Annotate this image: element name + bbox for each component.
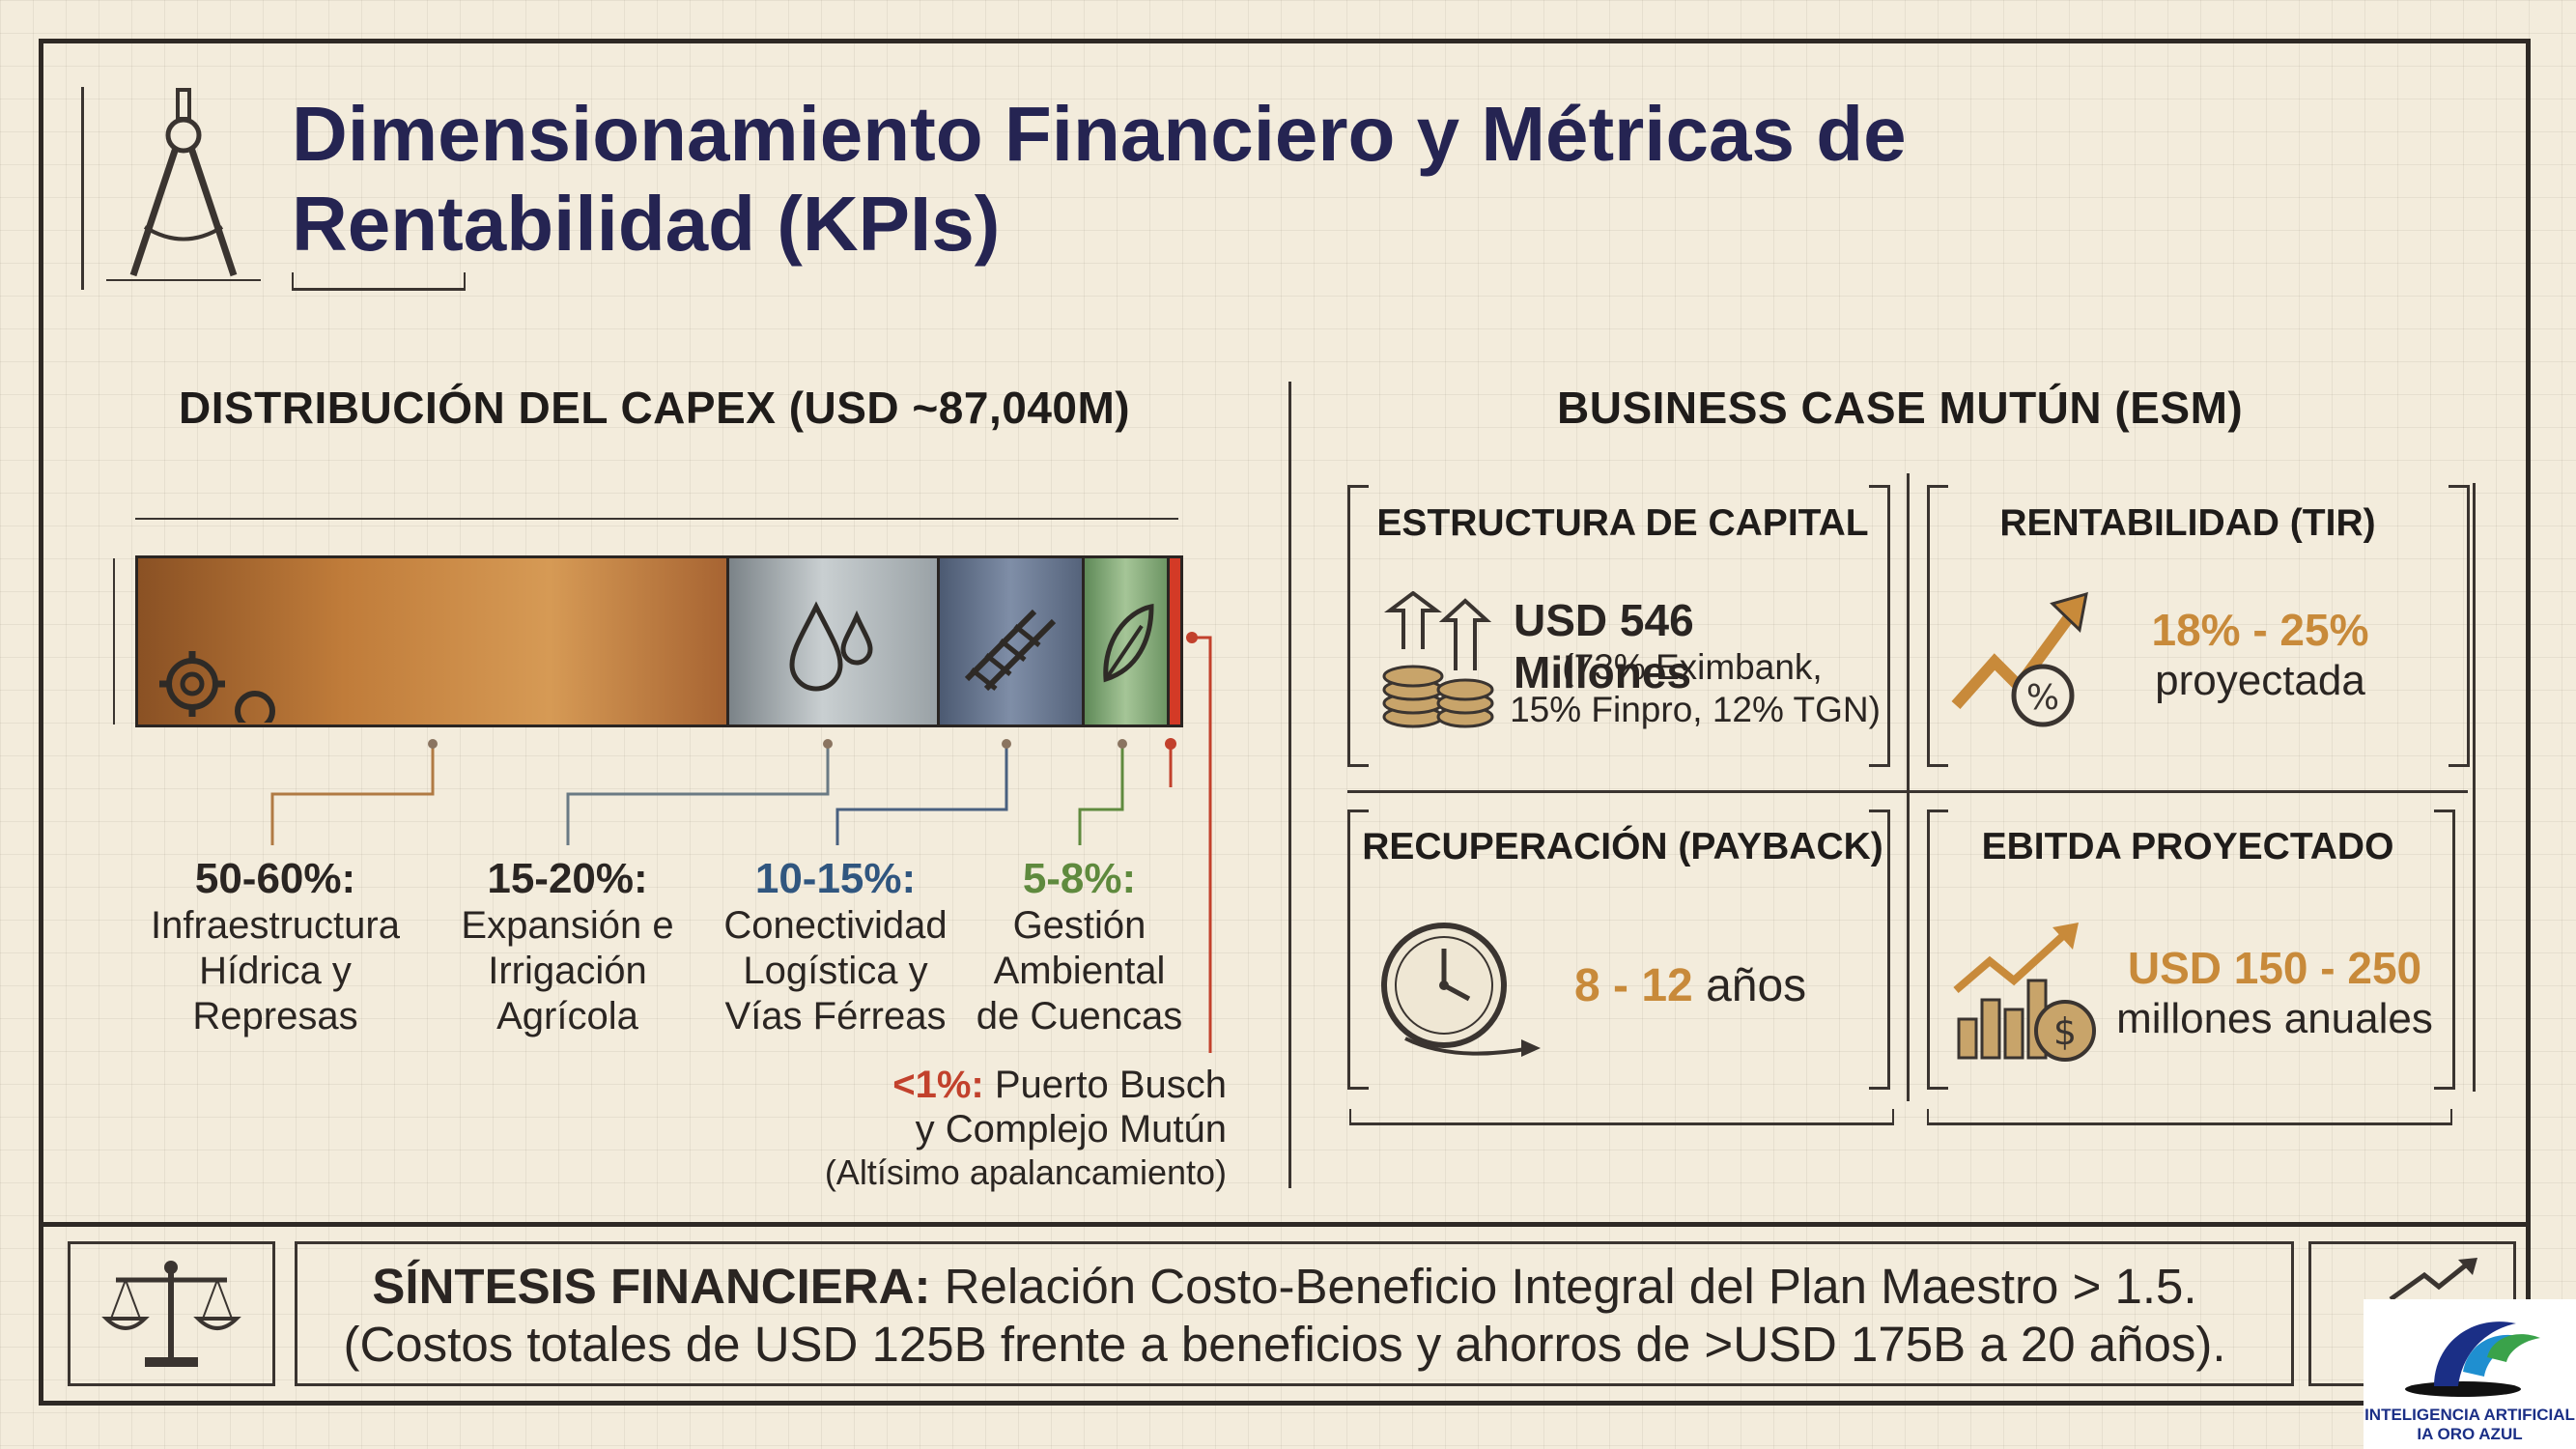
capex-desc-port-mutun-3: (Altísimo apalancamiento) xyxy=(824,1152,1227,1192)
svg-text:%: % xyxy=(2026,678,2059,718)
leaf-icon xyxy=(1103,603,1154,683)
water-drops-icon xyxy=(789,601,873,692)
ruler-decoration xyxy=(1927,1109,2452,1125)
capex-desc-environment-1: Gestión xyxy=(1012,904,1146,947)
capex-stacked-bar xyxy=(135,555,1183,727)
card-bracket xyxy=(1869,810,1890,1090)
capex-segment-environment xyxy=(1082,555,1167,727)
balance-scale-icon xyxy=(101,1261,241,1367)
payback-value-line: 8 - 12 años xyxy=(1574,959,1864,1012)
capex-desc-port-mutun-2: y Complejo Mutún xyxy=(915,1108,1227,1151)
page-title-line2: Rentabilidad (KPIs) xyxy=(292,181,1001,267)
growth-arrow-icon xyxy=(2389,1258,2477,1302)
capex-label-irrigation: 15-20%: Expansión e Irrigación Agrícola xyxy=(439,855,695,1039)
capex-label-water: 50-60%: Infraestructura Hídrica y Repres… xyxy=(130,855,420,1039)
logo-box xyxy=(2364,1299,2576,1449)
tir-value: 18% - 25% xyxy=(2151,605,2369,655)
capex-pct-water: 50-60%: xyxy=(194,855,356,902)
tir-card-title: RENTABILIDAD (TIR) xyxy=(1999,502,2376,544)
capex-label-logistics: 10-15%: Conectividad Logística y Vías Fé… xyxy=(705,855,966,1039)
section-divider xyxy=(1288,382,1291,1188)
ruler-right-decoration xyxy=(2473,483,2495,1092)
capex-segment-irrigation xyxy=(726,555,937,727)
payback-card-title: RECUPERACIÓN (PAYBACK) xyxy=(1362,826,1883,867)
capex-desc-water-3: Represas xyxy=(192,995,358,1037)
capital-value: USD 546 Millones xyxy=(1514,595,1694,697)
capex-desc-environment-2: Ambiental xyxy=(993,950,1166,992)
bar-height-dimension-line xyxy=(113,558,115,724)
ruler-decoration xyxy=(1349,1109,1894,1125)
payback-unit: años xyxy=(1706,960,1807,1011)
synthesis-text-1: Relación Costo-Beneficio Integral del Pl… xyxy=(944,1259,2197,1314)
capex-desc-irrigation-3: Agrícola xyxy=(496,995,638,1037)
ebitda-card-title: EBITDA PROYECTADO xyxy=(1981,826,2394,867)
tir-sub: proyectada xyxy=(2155,657,2365,704)
capex-desc-environment-3: de Cuencas xyxy=(976,995,1183,1037)
synthesis-text-2: (Costos totales de USD 125B frente a ben… xyxy=(343,1317,2226,1372)
ebitda-value: USD 150 - 250 xyxy=(2127,943,2422,993)
card-bracket xyxy=(1927,810,1948,1090)
capex-segment-port-mutun xyxy=(1167,555,1183,727)
capex-segment-logistics xyxy=(937,555,1082,727)
payback-value: 8 - 12 xyxy=(1574,960,1693,1011)
card-bracket xyxy=(2449,485,2470,767)
capex-desc-water-1: Infraestructura xyxy=(151,904,400,947)
synthesis-text-box xyxy=(295,1241,2294,1386)
capex-pct-irrigation: 15-20%: xyxy=(487,855,648,902)
ruler-left-decoration xyxy=(58,87,84,290)
card-bracket xyxy=(1927,485,1948,767)
logo-text: INTELIGENCIA ARTIFICIAL IA ORO AZUL xyxy=(2364,1406,2576,1444)
card-grid-vertical xyxy=(1907,473,1910,1101)
synthesis-label: SÍNTESIS FINANCIERA: xyxy=(372,1259,931,1314)
logo-text-line1: INTELIGENCIA ARTIFICIAL xyxy=(2364,1406,2575,1424)
coins-arrows-icon xyxy=(1382,591,1494,728)
compass-icon xyxy=(106,88,261,281)
card-bracket xyxy=(1347,810,1369,1090)
ebitda-sub: millones anuales xyxy=(2116,995,2433,1042)
gears-icon xyxy=(159,651,275,723)
railway-icon xyxy=(964,609,1057,692)
card-bracket xyxy=(2434,810,2455,1090)
capex-segment-water xyxy=(135,555,726,727)
logo-text-line2: IA ORO AZUL xyxy=(2417,1425,2523,1443)
card-bracket xyxy=(1347,485,1369,767)
business-case-heading: BUSINESS CASE MUTÚN (ESM) xyxy=(1557,383,2244,433)
capex-pct-logistics: 10-15%: xyxy=(754,855,917,902)
capex-heading: DISTRIBUCIÓN DEL CAPEX (USD ~87,040M) xyxy=(179,383,1131,433)
clock-icon xyxy=(1381,923,1541,1057)
capex-desc-irrigation-1: Expansión e xyxy=(461,904,674,947)
card-bracket xyxy=(1869,485,1890,767)
capital-card-title: ESTRUCTURA DE CAPITAL xyxy=(1376,502,1869,544)
capex-desc-water-2: Hídrica y xyxy=(199,950,352,992)
capex-desc-irrigation-2: Irrigación xyxy=(488,950,647,992)
capex-desc-logistics-2: Logística y xyxy=(743,950,928,992)
capex-desc-port-mutun-1: Puerto Busch xyxy=(994,1064,1227,1106)
bar-chart-coin-icon: $ xyxy=(1953,923,2096,1062)
scales-icon-box xyxy=(68,1241,275,1386)
capital-detail-2: 15% Finpro, 12% TGN) xyxy=(1510,690,1881,729)
page-title: Dimensionamiento Financiero y Métricas d… xyxy=(292,89,2127,269)
capex-pct-environment: 5-8%: xyxy=(1022,855,1137,902)
page-title-line1: Dimensionamiento Financiero y Métricas d… xyxy=(292,91,1907,177)
capex-label-port-mutun: <1%: Puerto Busch y Complejo Mutún (Altí… xyxy=(773,1063,1227,1194)
capital-detail-1: (73% Eximbank, xyxy=(1562,647,1823,687)
growth-percent-icon: % xyxy=(1951,591,2088,727)
capex-leader-lines xyxy=(270,632,1212,1053)
capex-desc-logistics-1: Conectividad xyxy=(723,904,948,947)
bar-width-dimension-line xyxy=(135,518,1178,520)
capex-desc-logistics-3: Vías Férreas xyxy=(724,995,947,1037)
synthesis-band xyxy=(39,1222,2531,1406)
synthesis-text: SÍNTESIS FINANCIERA: Relación Costo-Bene… xyxy=(319,1258,2250,1374)
ia-oro-azul-logo-icon xyxy=(2405,1321,2540,1397)
page-frame xyxy=(39,39,2531,1406)
capex-pct-port-mutun: <1%: xyxy=(892,1064,984,1106)
capex-label-environment: 5-8%: Gestión Ambiental de Cuencas xyxy=(971,855,1188,1039)
title-ruler-decoration xyxy=(292,272,466,291)
svg-text:$: $ xyxy=(2053,1010,2077,1053)
